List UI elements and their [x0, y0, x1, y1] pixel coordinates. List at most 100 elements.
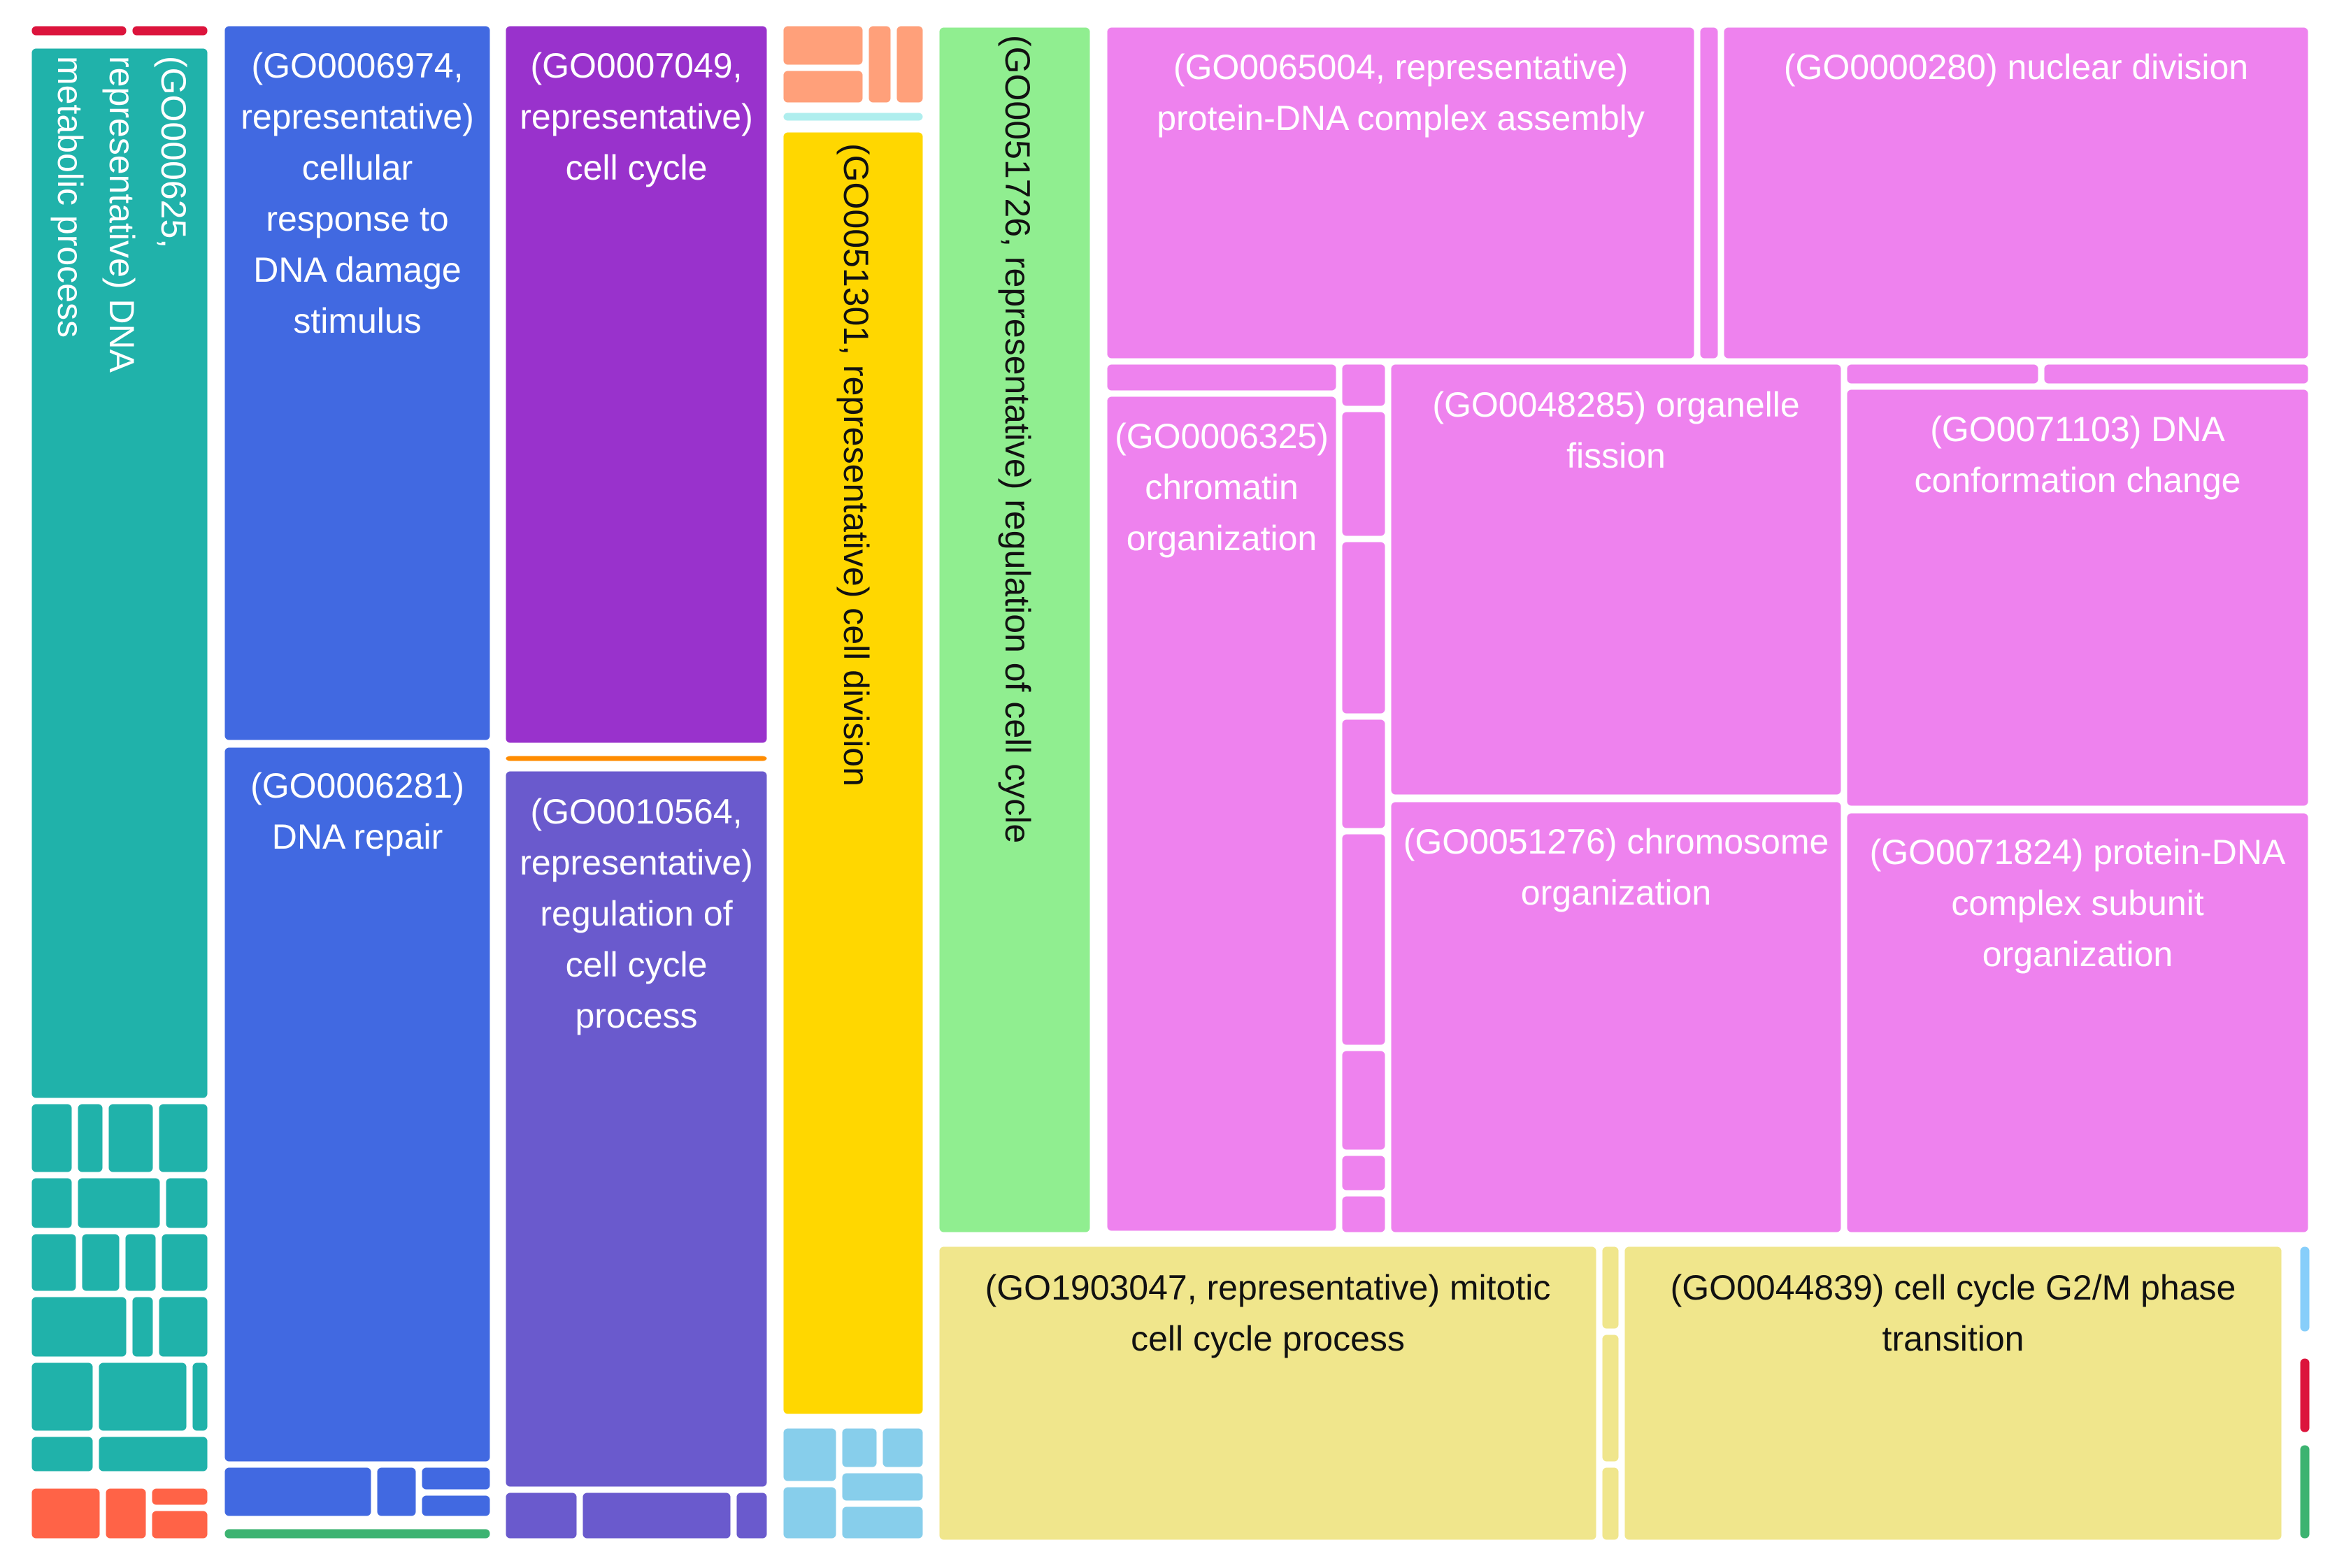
- tile-label-line: (GO0065004, representative): [1173, 48, 1628, 87]
- treemap-tile-minor: [2297, 1355, 2313, 1435]
- treemap-tile-minor: [159, 1231, 210, 1294]
- tile-label-go0006281: (GO0006281) DNA repair: [250, 766, 464, 856]
- tile-label-line: protein-DNA complex assembly: [1157, 99, 1645, 138]
- treemap-tile-go0006325: [1104, 394, 1339, 1234]
- tile-label-line: representative): [241, 97, 474, 136]
- tile-label-line: metabolic process: [50, 56, 90, 338]
- treemap-tile-minor: [29, 1294, 129, 1360]
- treemap-tile-minor: [29, 1360, 96, 1434]
- treemap-tile-minor: [734, 1490, 770, 1541]
- treemap-tile-minor: [419, 1493, 493, 1519]
- treemap-tile-minor: [1599, 1244, 1622, 1332]
- treemap-tile-minor: [374, 1465, 419, 1519]
- tile-label-line: (GO0048285) organelle: [1432, 385, 1799, 424]
- treemap-tile-minor: [839, 1504, 926, 1541]
- treemap-tile-minor: [122, 1231, 159, 1294]
- treemap-tile-minor: [866, 23, 894, 106]
- treemap-tile-minor: [163, 1175, 210, 1231]
- treemap-tile-minor: [780, 110, 926, 124]
- treemap-tile-minor: [1339, 1048, 1388, 1153]
- treemap-tile-go0051726: [936, 24, 1093, 1235]
- treemap-tile-go0006259: [29, 45, 210, 1101]
- tile-label-line: (GO0006281): [250, 766, 464, 805]
- treemap-tile-minor: [780, 1484, 839, 1541]
- tile-label-line: organization: [1982, 935, 2173, 974]
- tile-label-go0071103: (GO0071103) DNA conformation change: [1915, 410, 2241, 500]
- tile-label-line: (GO0000280) nuclear division: [1784, 48, 2248, 87]
- treemap-tile-minor: [29, 1486, 103, 1541]
- treemap-tile-minor: [839, 1470, 926, 1504]
- tile-label-line: cellular: [302, 148, 413, 187]
- treemap-tile-go0044839: [1622, 1244, 2285, 1543]
- treemap-tile-minor: [29, 1434, 96, 1474]
- treemap-tile-minor: [29, 1175, 75, 1231]
- treemap-tile-minor: [79, 1231, 122, 1294]
- treemap-tile-go0000280: [1721, 24, 2311, 361]
- treemap-tile-minor: [156, 1101, 210, 1175]
- treemap-tile-minor: [1599, 1332, 1622, 1465]
- tile-label-go0007049: (GO0007049, representative) cell cycle: [520, 46, 753, 187]
- treemap-tile-minor: [96, 1434, 210, 1474]
- tile-label-line: (GO0007049,: [531, 46, 743, 85]
- treemap-tile-minor: [580, 1490, 734, 1541]
- treemap-tile-minor: [1844, 361, 2041, 387]
- tile-label-go0071824: (GO0071824) protein-DNA complex subunit or…: [1870, 833, 2286, 974]
- treemap-tile-minor: [222, 1465, 374, 1519]
- treemap-tile-minor: [2297, 1244, 2313, 1335]
- treemap-tile-minor: [419, 1465, 493, 1493]
- tile-label-line: complex subunit: [1951, 884, 2203, 923]
- treemap-tile-minor: [880, 1425, 926, 1470]
- treemap-tile-minor: [780, 23, 866, 68]
- treemap-tile-minor: [1104, 361, 1339, 394]
- tile-label-line: process: [575, 996, 697, 1035]
- treemap-tile-go0007049: [503, 23, 770, 746]
- treemap-tile-minor: [1599, 1465, 1622, 1543]
- tile-label-line: fission: [1566, 436, 1666, 475]
- treemap-tile-go0006974: [222, 23, 493, 743]
- treemap-tile-minor: [1339, 1193, 1388, 1235]
- tile-label-line: chromatin: [1145, 468, 1299, 507]
- treemap-tile-go0048285: [1388, 361, 1844, 798]
- treemap-tile-go0006281: [222, 745, 493, 1465]
- tile-label-line: organization: [1521, 873, 1711, 912]
- treemap-tile-go0071103: [1844, 387, 2311, 809]
- tile-label-line: cell cycle: [566, 148, 708, 187]
- tile-label-line: (GO0044839) cell cycle G2/M phase: [1671, 1268, 2236, 1307]
- tile-label-line: (GO0051276) chromosome: [1403, 822, 1829, 861]
- tile-label-line: (GO0010564,: [531, 792, 743, 831]
- treemap-tile-go0010564: [503, 768, 770, 1490]
- tile-label-line: (GO0051301, representative) cell divisio…: [836, 143, 876, 786]
- treemap-tile-go0071824: [1844, 810, 2311, 1235]
- treemap-tile-minor: [190, 1360, 210, 1434]
- tile-label-go0051276: (GO0051276) chromosome organization: [1403, 822, 1829, 912]
- treemap-tile-minor: [780, 1425, 839, 1484]
- treemap-tile-minor: [1339, 717, 1388, 831]
- treemap-tile-minor: [503, 1490, 580, 1541]
- tile-label-line: (GO000625,: [154, 56, 193, 248]
- tile-label-line: DNA damage: [253, 250, 461, 289]
- tile-label-line: organization: [1127, 519, 1317, 558]
- tile-label-go0006974: (GO0006974, representative) cellular respon…: [241, 46, 474, 340]
- tile-label-line: stimulus: [293, 301, 421, 340]
- treemap-tile-minor: [503, 753, 770, 764]
- treemap-tile-go0065004: [1104, 24, 1697, 361]
- treemap-tile-minor: [29, 1231, 79, 1294]
- tile-label-line: (GO0051726, representative) regulation o…: [998, 35, 1037, 843]
- treemap-tile-minor: [222, 1526, 493, 1541]
- tile-label-line: representative): [520, 97, 753, 136]
- treemap-tile-minor: [96, 1360, 190, 1434]
- treemap-tile-minor: [75, 1175, 163, 1231]
- treemap-tile-minor: [1339, 1153, 1388, 1193]
- treemap-tile-minor: [839, 1425, 880, 1470]
- tile-label-line: representative) DNA: [102, 56, 141, 373]
- treemap-tile-minor: [29, 23, 129, 38]
- treemap-tile-minor: [780, 68, 866, 106]
- tile-label-go0051301: (GO0051301, representative) cell divisio…: [836, 143, 876, 786]
- tile-label-go0010564: (GO0010564, representative) regulation of c…: [520, 792, 753, 1035]
- tile-label-line: DNA repair: [272, 817, 443, 856]
- treemap-tile-minor: [2041, 361, 2311, 387]
- treemap-tile-minor: [149, 1486, 210, 1508]
- tile-label-go0044839: (GO0044839) cell cycle G2/M phase transit…: [1671, 1268, 2236, 1358]
- treemap-tile-minor: [1339, 361, 1388, 409]
